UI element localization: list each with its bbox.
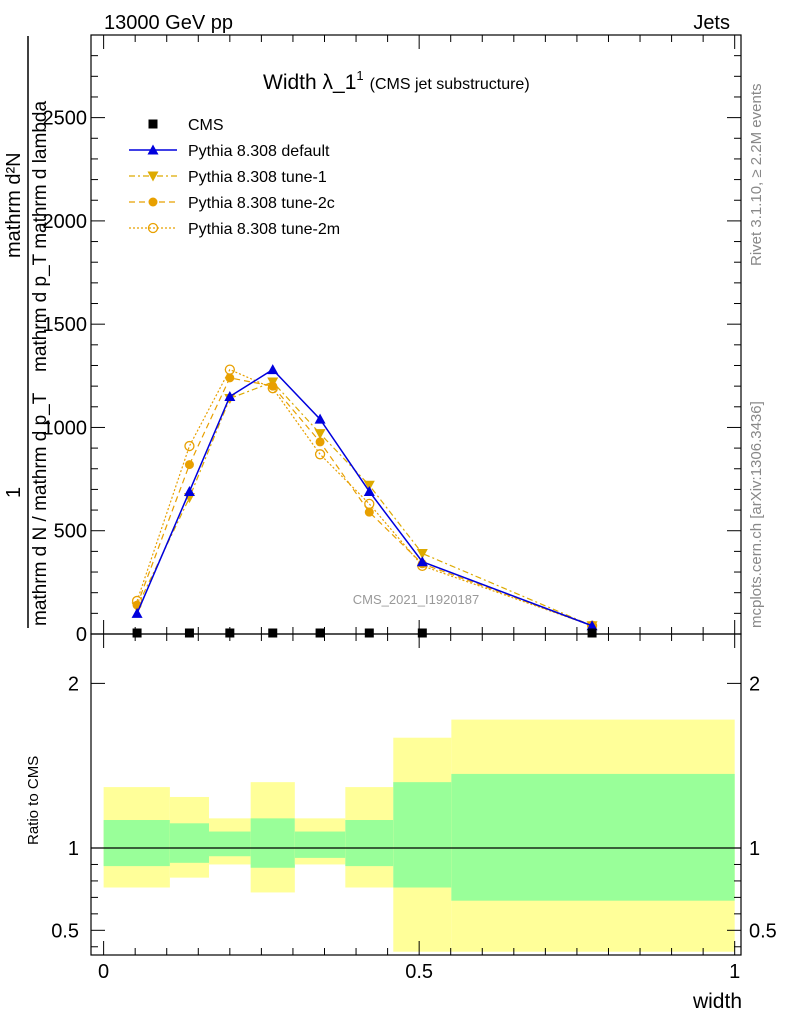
green-band-bin bbox=[294, 831, 346, 858]
legend-marker bbox=[147, 144, 159, 155]
plot-title-sup: 1 bbox=[356, 68, 363, 83]
data-point bbox=[315, 628, 325, 638]
data-point bbox=[587, 628, 597, 638]
header-right: Jets bbox=[693, 12, 730, 34]
ratio-plot-frame bbox=[90, 633, 742, 956]
green-band-bin bbox=[169, 823, 210, 863]
y-tick-label: 2500 bbox=[43, 108, 88, 130]
data-point bbox=[184, 440, 195, 452]
ratio-uncertainty-bands bbox=[91, 719, 741, 952]
green-band-bin bbox=[451, 773, 735, 901]
data-point bbox=[364, 507, 374, 517]
header-left: 13000 GeV pp bbox=[104, 12, 233, 34]
ratio-y-tick-label-right: 2 bbox=[749, 673, 760, 695]
green-band-bin bbox=[393, 782, 452, 888]
data-point bbox=[417, 628, 427, 638]
ratio-y-tick-label: 2 bbox=[68, 673, 79, 695]
y-tick-label: 0 bbox=[76, 624, 87, 646]
x-tick-label: 1 bbox=[729, 961, 740, 983]
green-band-bin bbox=[209, 831, 251, 857]
data-point bbox=[224, 390, 236, 401]
series-square bbox=[132, 628, 597, 638]
legend-entry: Pythia 8.308 default bbox=[129, 143, 330, 160]
series-layer bbox=[131, 364, 598, 638]
legend-label: Pythia 8.308 tune-2m bbox=[188, 221, 340, 238]
data-point bbox=[268, 628, 278, 638]
data-point bbox=[314, 449, 326, 460]
data-point bbox=[364, 498, 375, 510]
series-open-circle bbox=[131, 364, 598, 631]
watermark: CMS_2021_I1920187 bbox=[353, 592, 480, 607]
ylabel-right-denominator: mathrm d p_T mathrm d lambda bbox=[30, 101, 51, 372]
green-band-bin bbox=[103, 820, 170, 867]
series-line bbox=[136, 377, 593, 627]
x-tick-label: 0.5 bbox=[405, 961, 433, 983]
plot-title-main: Width λ_1 bbox=[263, 71, 356, 94]
data-point bbox=[363, 485, 375, 496]
series-line bbox=[136, 368, 593, 627]
data-point bbox=[268, 381, 278, 391]
legend-label: Pythia 8.308 tune-1 bbox=[188, 169, 327, 186]
data-point bbox=[267, 364, 279, 375]
data-point bbox=[315, 437, 325, 447]
series-triangle-up bbox=[131, 364, 598, 631]
data-point bbox=[267, 383, 278, 394]
green-band-bin bbox=[250, 818, 295, 868]
series-line bbox=[136, 368, 593, 627]
data-point bbox=[363, 480, 375, 491]
data-point bbox=[184, 628, 194, 638]
legend-marker bbox=[147, 222, 159, 234]
data-point bbox=[224, 364, 235, 375]
data-point bbox=[132, 628, 142, 638]
rivet-label: Rivet 3.1.10, ≥ 2.2M events bbox=[748, 84, 765, 267]
ratio-ylabel: Ratio to CMS bbox=[25, 756, 42, 845]
data-point bbox=[416, 548, 428, 559]
data-point bbox=[225, 373, 235, 383]
xlabel: width bbox=[692, 990, 742, 1013]
legend-entry: Pythia 8.308 tune-2c bbox=[129, 195, 335, 212]
y-tick-label: 2000 bbox=[43, 211, 88, 233]
series-line bbox=[136, 381, 593, 627]
legend-entry: Pythia 8.308 tune-1 bbox=[129, 169, 327, 186]
mcplots-label: mcplots.cern.ch [arXiv:1306.3436] bbox=[748, 401, 765, 628]
legend-marker bbox=[148, 197, 158, 207]
data-point bbox=[364, 628, 374, 638]
ratio-y-tick-label: 0.5 bbox=[51, 920, 79, 942]
legend-label: Pythia 8.308 tune-2c bbox=[188, 195, 335, 212]
legend: CMS Pythia 8.308 default Pythia 8.308 tune… bbox=[129, 117, 340, 238]
green-band-bin bbox=[345, 820, 394, 867]
ylabel-right-numerator: mathrm d²N bbox=[3, 152, 25, 258]
legend-marker bbox=[148, 119, 158, 129]
x-tick-label: 0 bbox=[98, 961, 109, 983]
data-point bbox=[416, 556, 428, 567]
legend-marker bbox=[147, 171, 159, 182]
legend-entry: CMS bbox=[148, 117, 224, 134]
data-point bbox=[183, 485, 195, 496]
data-point bbox=[131, 607, 143, 618]
data-point bbox=[314, 413, 326, 424]
data-point bbox=[184, 460, 194, 470]
ylabel-denominator: mathrm d N / mathrm d p_T bbox=[30, 392, 51, 626]
y-tick-label: 1500 bbox=[43, 314, 88, 336]
legend-entry: Pythia 8.308 tune-2m bbox=[129, 221, 340, 238]
legend-label: CMS bbox=[188, 117, 224, 134]
plot-title: Width λ_11 (CMS jet substructure) bbox=[263, 68, 530, 94]
y-tick-label: 1000 bbox=[43, 417, 88, 439]
ratio-y-tick-label-right: 0.5 bbox=[749, 920, 777, 942]
ratio-y-tick-label: 1 bbox=[68, 838, 79, 860]
ylabel-numerator: 1 bbox=[3, 487, 25, 498]
legend-label: Pythia 8.308 default bbox=[188, 143, 330, 160]
data-point bbox=[131, 595, 143, 607]
data-point bbox=[586, 620, 598, 631]
plot-title-sub: (CMS jet substructure) bbox=[370, 76, 530, 93]
y-tick-label: 500 bbox=[54, 521, 87, 543]
data-point bbox=[314, 429, 326, 440]
ratio-y-tick-label-right: 1 bbox=[749, 838, 760, 860]
